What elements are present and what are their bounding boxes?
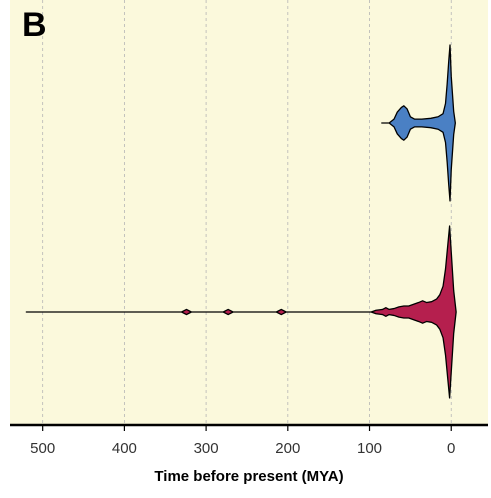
plot-background bbox=[10, 0, 488, 425]
violin-series-1 bbox=[381, 44, 456, 202]
x-tick-label-0: 0 bbox=[447, 440, 455, 457]
x-axis-ticks: 500 400 300 200 100 0 bbox=[30, 425, 455, 457]
x-tick-label-500: 500 bbox=[30, 440, 55, 457]
x-axis-title: Time before present (MYA) bbox=[154, 468, 343, 485]
x-tick-label-200: 200 bbox=[275, 440, 300, 457]
panel-label: B bbox=[22, 6, 47, 44]
x-tick-label-100: 100 bbox=[357, 440, 382, 457]
x-tick-label-400: 400 bbox=[112, 440, 137, 457]
violins bbox=[25, 44, 457, 399]
violin-series-2 bbox=[25, 225, 457, 399]
x-tick-label-300: 300 bbox=[194, 440, 219, 457]
